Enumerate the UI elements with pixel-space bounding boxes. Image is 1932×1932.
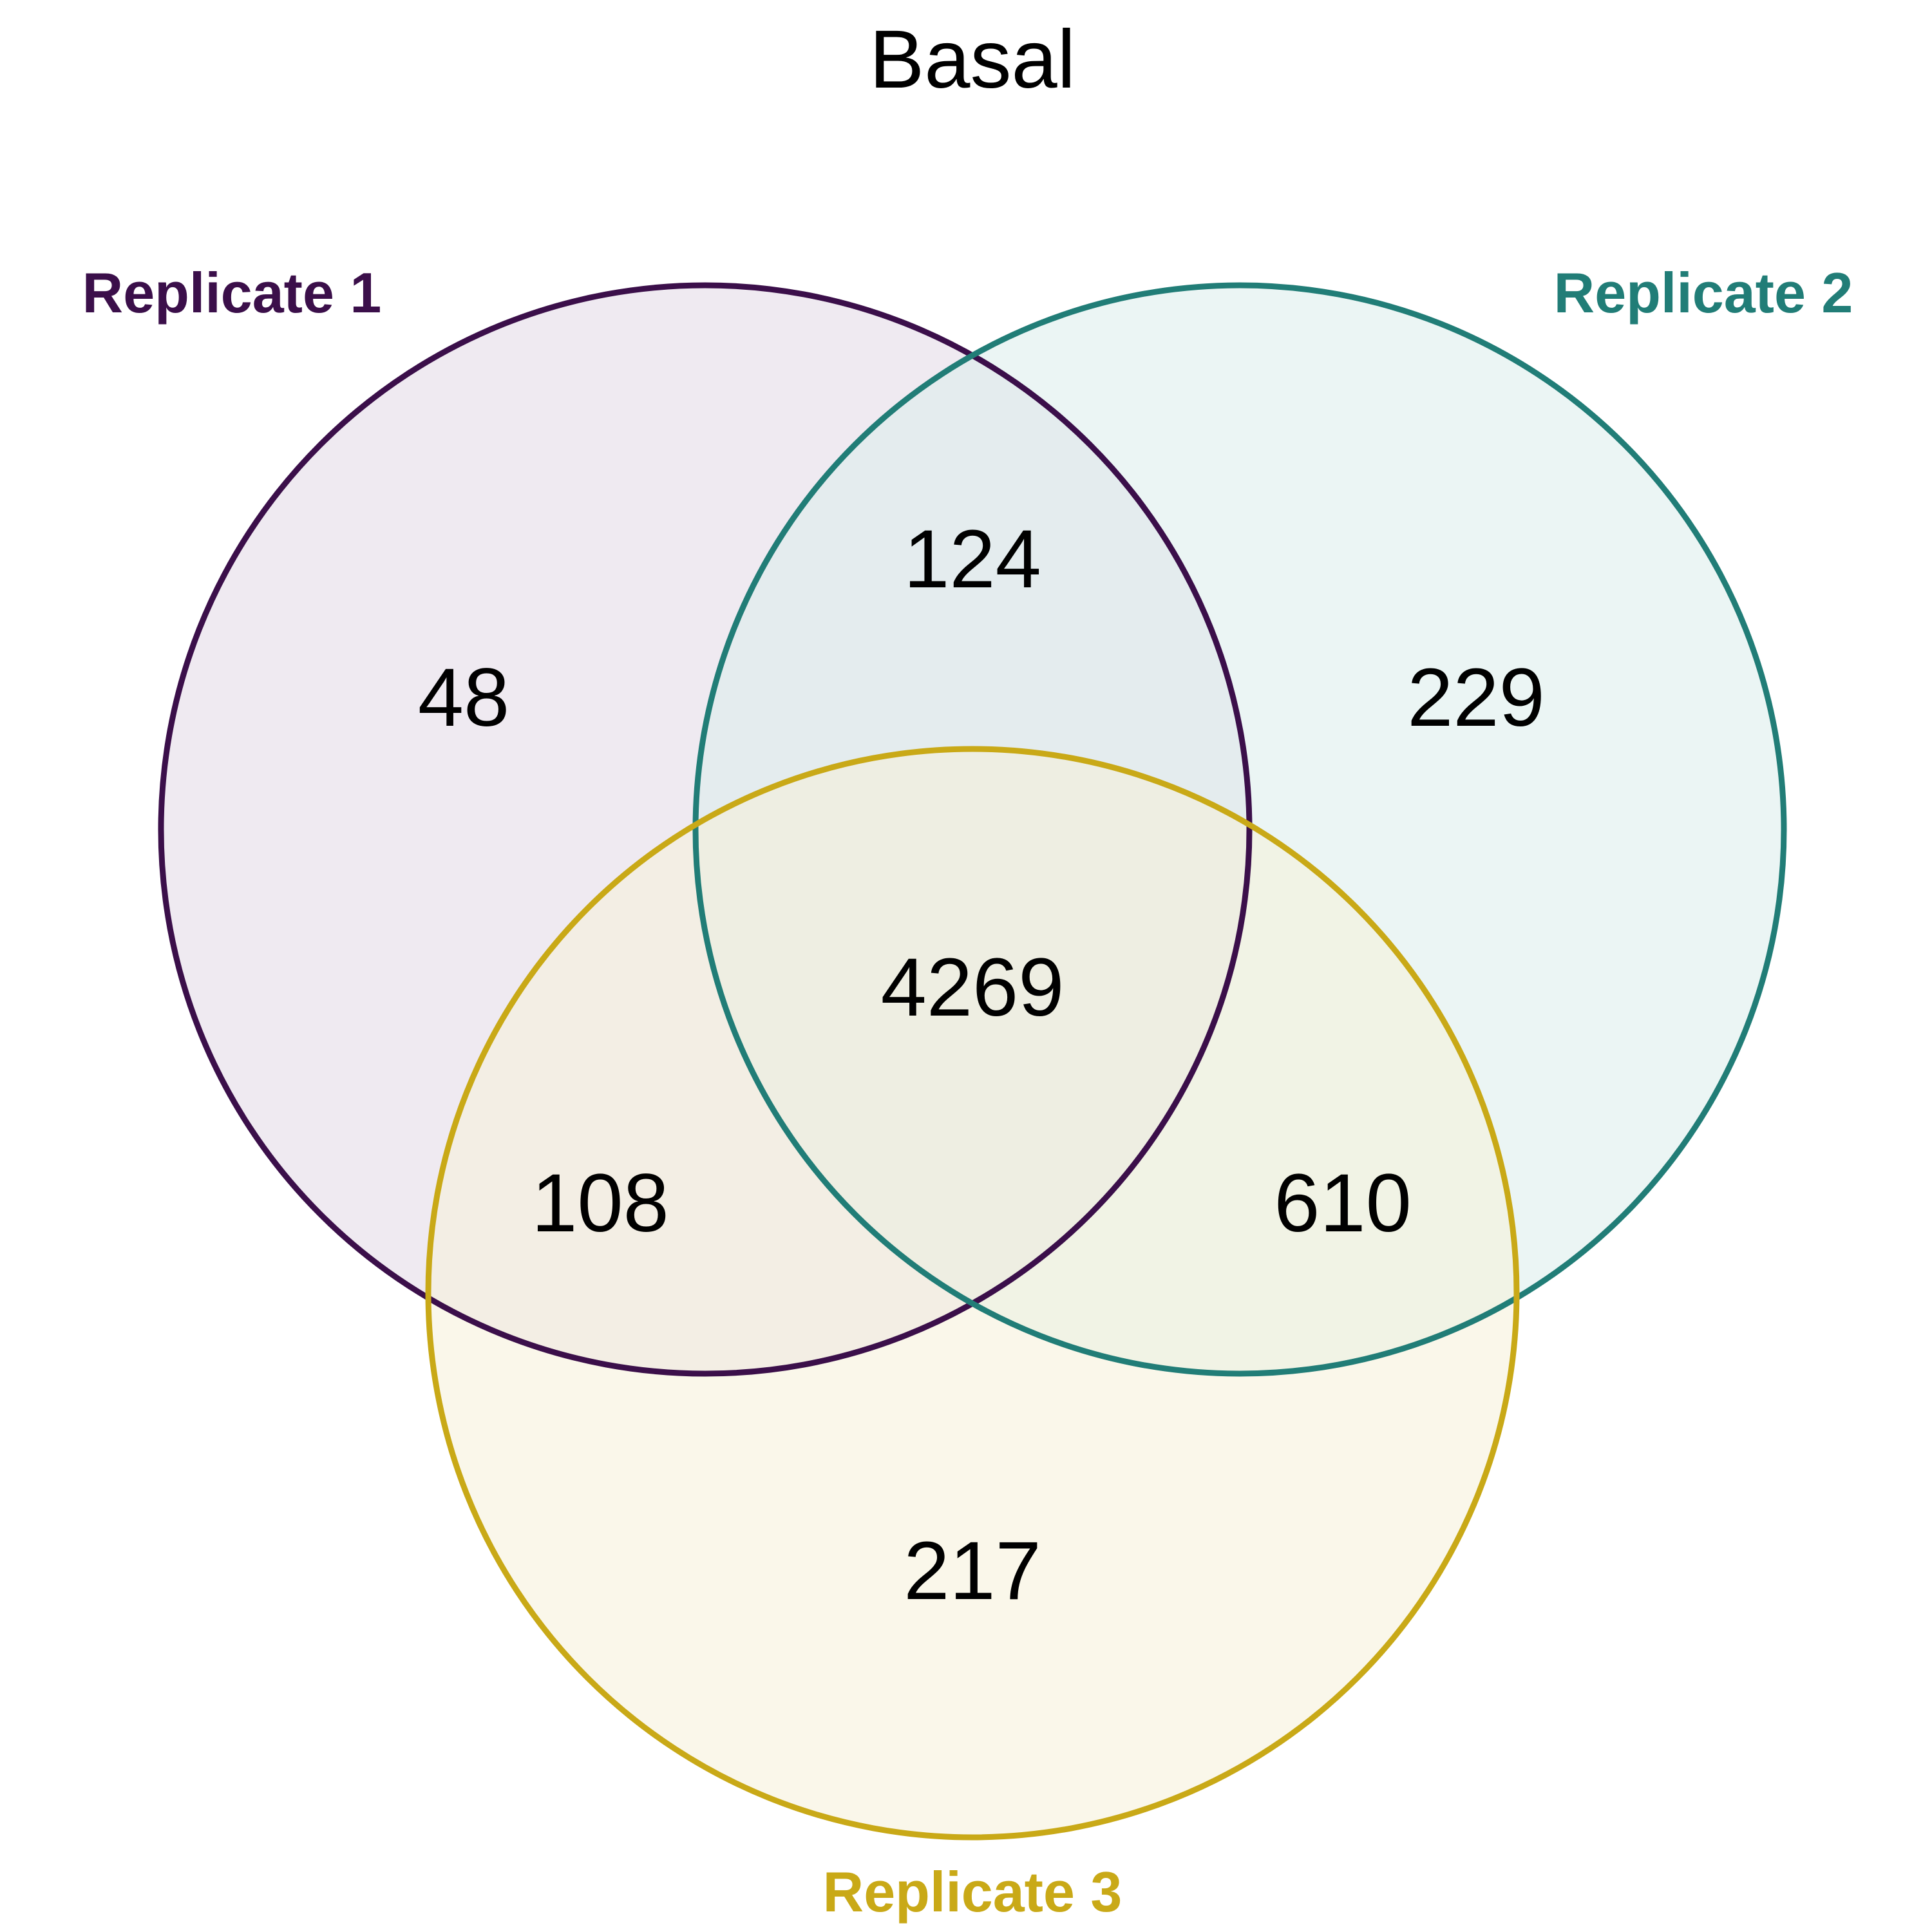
replicate-1-label: Replicate 1	[82, 261, 382, 325]
region-count-r1-r2: 124	[904, 513, 1041, 605]
replicate-2-label: Replicate 2	[1554, 261, 1853, 325]
region-count-r1-only: 48	[418, 652, 509, 744]
replicate-3-circle-fill	[428, 749, 1517, 1837]
region-count-r2-r3: 610	[1274, 1157, 1412, 1249]
replicate-2-circle-outline	[692, 282, 1787, 1377]
set-fills	[161, 285, 1784, 1837]
region-count-r1-r3: 108	[531, 1157, 669, 1249]
region-count-r2-only: 229	[1407, 652, 1545, 744]
region-count-r1-r2-r3: 4269	[881, 942, 1065, 1034]
replicate-3-label: Replicate 3	[823, 1860, 1122, 1924]
replicate-1-circle-outline	[158, 282, 1253, 1377]
set-outlines	[158, 282, 1787, 1841]
region-count-r3-only: 217	[904, 1525, 1041, 1617]
replicate-3-circle-outline	[425, 746, 1520, 1841]
diagram-title: Basal	[869, 14, 1075, 106]
